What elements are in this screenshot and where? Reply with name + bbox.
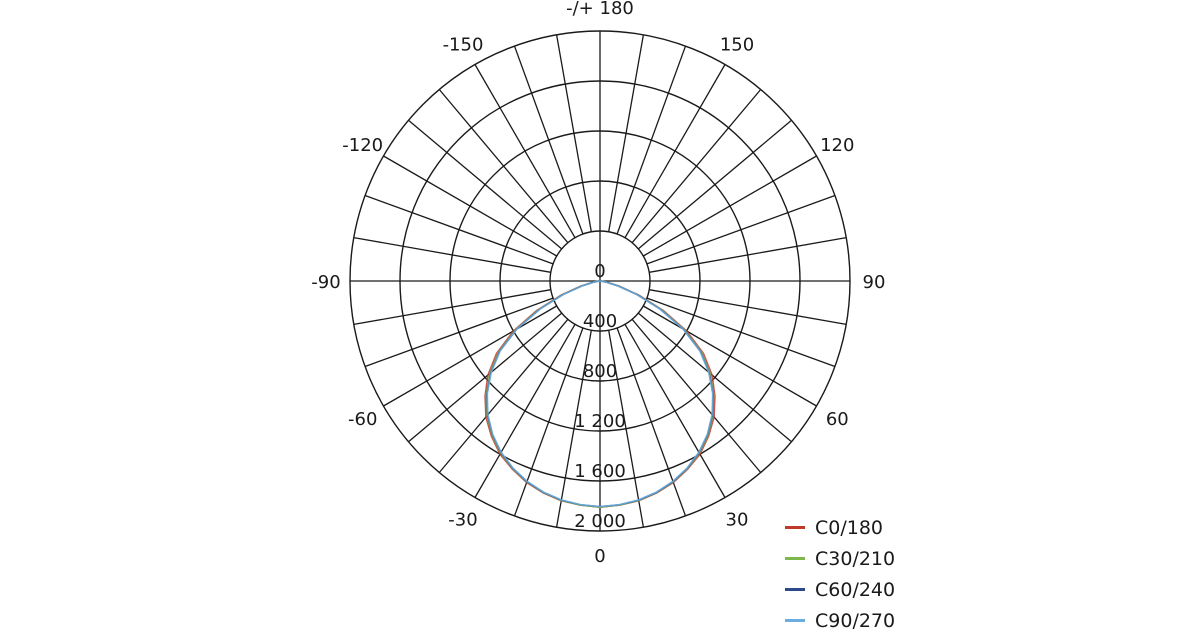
angle-tick-label: -90 <box>311 272 340 293</box>
legend-label: C30/210 <box>815 547 896 570</box>
angle-tick-label: -150 <box>443 35 484 56</box>
grid-ring <box>349 30 851 532</box>
grid-ring <box>549 230 651 332</box>
angle-tick-label: -30 <box>448 509 477 530</box>
angle-tick-label: 30 <box>726 509 749 530</box>
legend-swatch <box>785 588 805 591</box>
radial-tick-label: 800 <box>583 361 617 382</box>
angle-tick-label: -60 <box>348 409 377 430</box>
radial-tick-label: 1 600 <box>574 461 626 482</box>
grid-ring <box>499 180 701 382</box>
legend-label: C90/270 <box>815 609 896 632</box>
grid-ring <box>449 130 751 432</box>
angle-tick-label: 0 <box>594 546 605 567</box>
series-curve-C90-270 <box>486 280 714 508</box>
legend-item-c60: C60/240 <box>785 574 895 605</box>
legend-item-c90: C90/270 <box>785 605 895 636</box>
radial-tick-label: 1 200 <box>574 411 626 432</box>
radial-tick-label: 0 <box>594 261 605 282</box>
angle-tick-label: -/+ 180 <box>566 0 634 19</box>
legend-swatch <box>785 619 805 622</box>
legend-label: C0/180 <box>815 516 884 539</box>
radial-tick-label: 2 000 <box>574 511 626 532</box>
radial-tick-label: 400 <box>583 311 617 332</box>
grid-ring <box>399 80 801 482</box>
angle-tick-label: 150 <box>720 35 754 56</box>
legend-item-c0: C0/180 <box>785 512 895 543</box>
angle-tick-label: 60 <box>826 409 849 430</box>
angle-tick-label: 90 <box>863 272 886 293</box>
angle-tick-label: -120 <box>342 135 383 156</box>
angle-tick-label: 120 <box>820 135 854 156</box>
legend: C0/180 C30/210 C60/240 C90/270 <box>785 512 895 636</box>
legend-label: C60/240 <box>815 578 896 601</box>
legend-swatch <box>785 526 805 529</box>
legend-swatch <box>785 557 805 560</box>
legend-item-c30: C30/210 <box>785 543 895 574</box>
